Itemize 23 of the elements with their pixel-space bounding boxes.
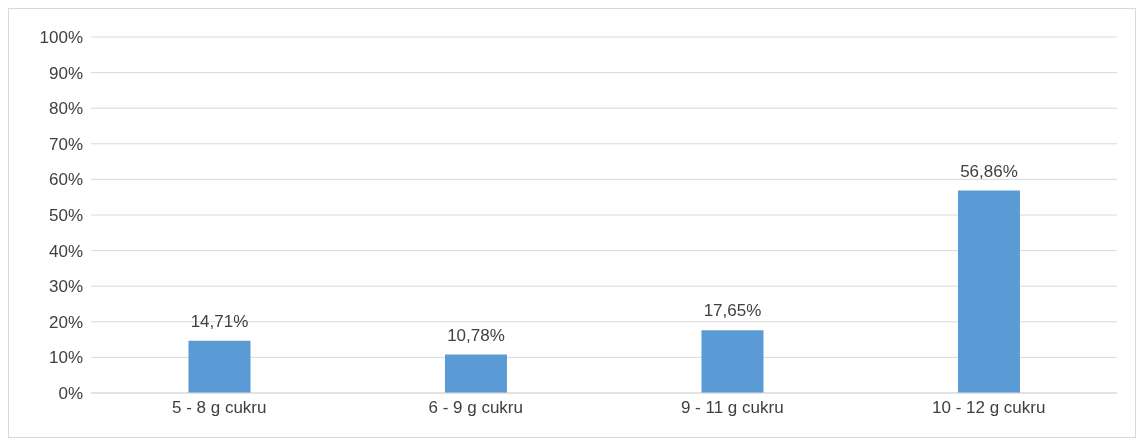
y-tick-label: 70%: [48, 134, 83, 154]
x-tick-label: 6 - 9 g cukru: [428, 398, 523, 418]
y-tick-label: 40%: [48, 241, 83, 261]
y-tick-label: 20%: [48, 312, 83, 332]
bar: [957, 190, 1020, 393]
data-label: 14,71%: [190, 311, 249, 331]
y-tick-label: 90%: [48, 63, 83, 83]
y-tick-label: 100%: [39, 28, 83, 48]
y-tick-label: 10%: [48, 348, 83, 368]
x-tick-label: 5 - 8 g cukru: [172, 398, 267, 418]
bar: [444, 354, 507, 393]
y-tick-label: 50%: [48, 206, 83, 226]
y-tick-label: 30%: [48, 277, 83, 297]
y-tick-label: 80%: [48, 99, 83, 119]
data-label: 17,65%: [703, 301, 762, 321]
bar: [701, 330, 764, 393]
bar: [188, 340, 251, 393]
x-tick-label: 9 - 11 g cukru: [680, 398, 784, 418]
data-label: 10,78%: [447, 325, 505, 345]
y-tick-label: 0%: [58, 384, 83, 404]
y-tick-label: 60%: [48, 170, 83, 190]
x-tick-label: 10 - 12 g cukru: [932, 398, 1046, 418]
data-label: 56,86%: [960, 161, 1018, 181]
